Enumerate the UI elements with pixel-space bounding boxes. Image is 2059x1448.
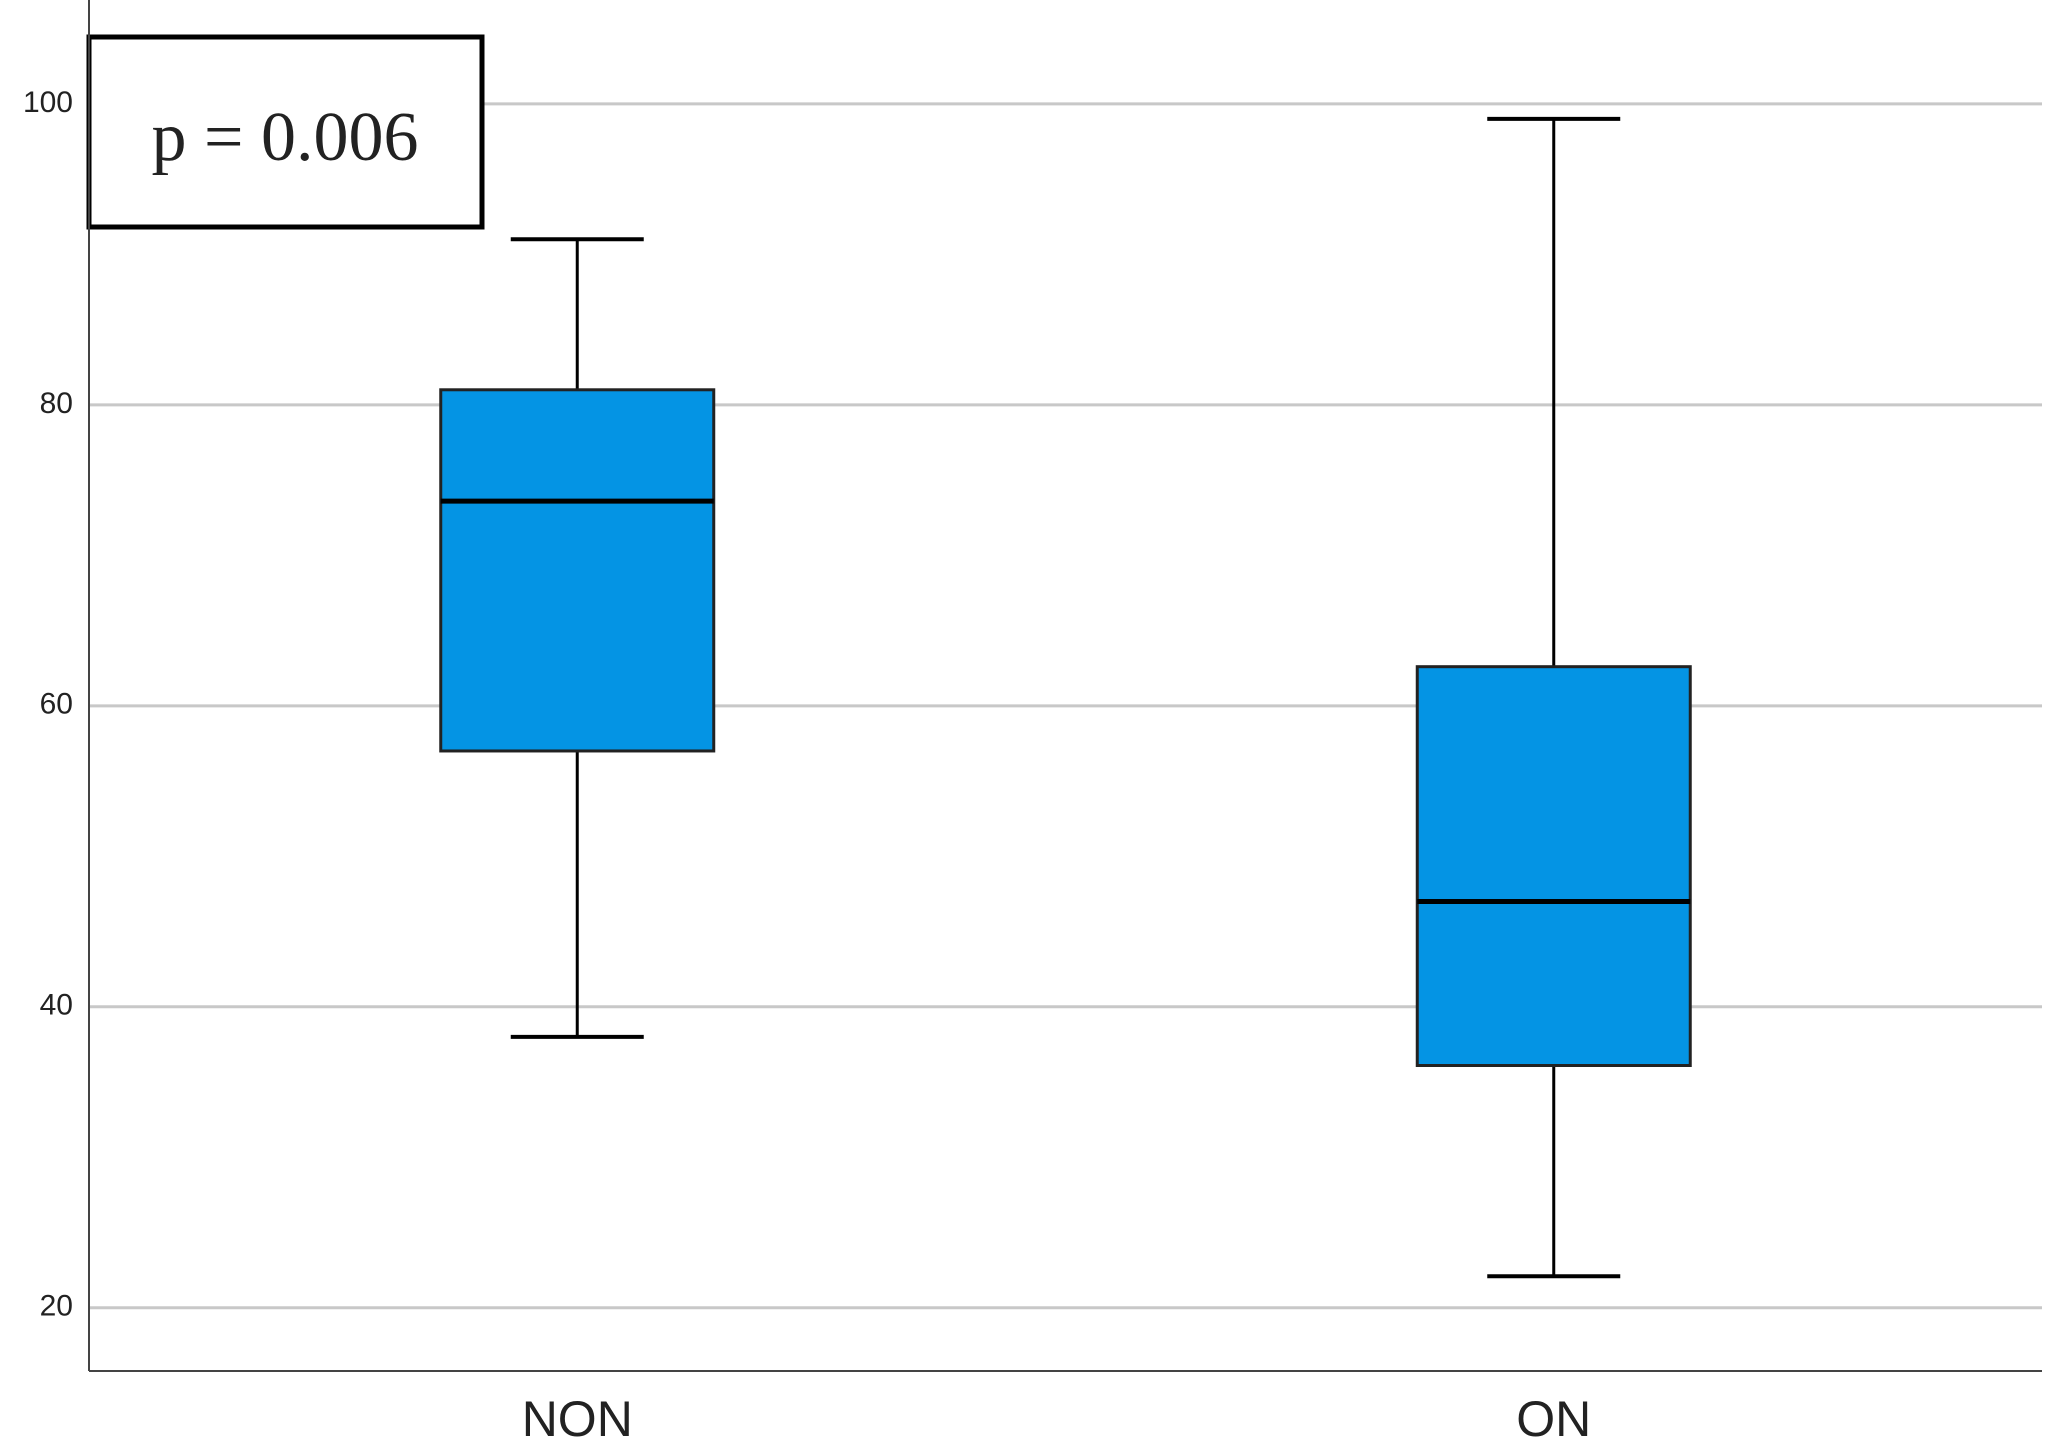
box xyxy=(439,388,716,753)
y-tick-label: 80 xyxy=(40,387,73,420)
y-tick-label: 100 xyxy=(23,86,73,119)
y-tick-label: 60 xyxy=(40,688,73,721)
annotation: p = 0.006 xyxy=(152,99,419,176)
x-tick-label: NON xyxy=(522,1391,633,1447)
annotation-box xyxy=(86,34,485,230)
x-tick-label: ON xyxy=(1516,1391,1591,1447)
y-tick-label: 40 xyxy=(40,989,73,1022)
y-tick-label: 20 xyxy=(40,1290,73,1323)
box xyxy=(1415,665,1692,1067)
